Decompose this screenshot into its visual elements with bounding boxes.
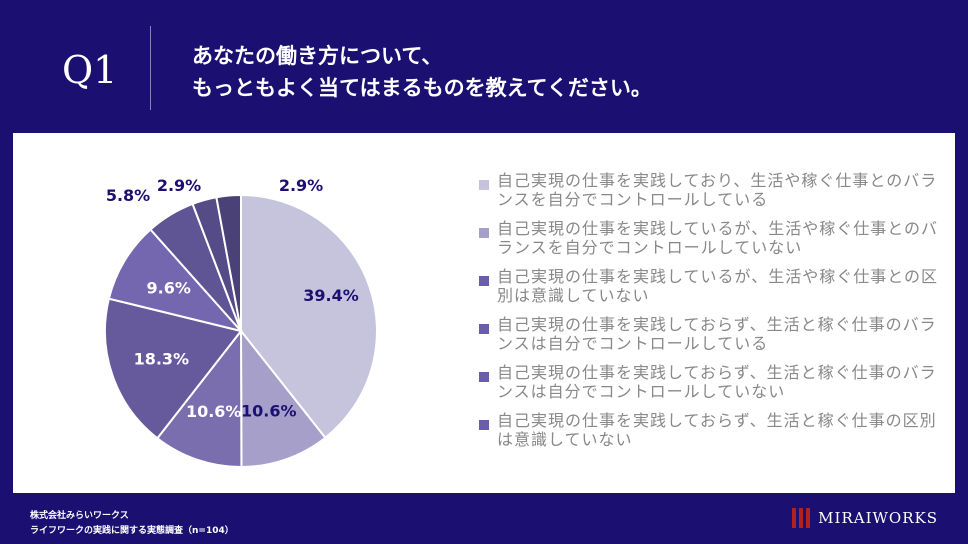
data-label: 5.8% — [106, 186, 150, 205]
chart-panel: 39.4% 10.6% 10.6% 18.3% 9.6% 5.8% 2.9% 2.9% 自己実… — [13, 133, 955, 493]
data-label: 10.6% — [186, 402, 242, 421]
legend-label: 自己実現の仕事を実践しておらず、生活と稼ぐ仕事のバランスは自分でコントロールして… — [497, 315, 937, 353]
legend-swatch — [479, 372, 489, 382]
question-number: Q1 — [62, 48, 118, 92]
logo-text: MIRAIWORKS — [818, 509, 938, 527]
data-label: 10.6% — [241, 402, 297, 421]
legend-swatch — [479, 276, 489, 286]
question-title: あなたの働き方について、 もっともよく当てはまるものを教えてください。 — [192, 40, 652, 104]
logo-mark-icon — [792, 508, 811, 528]
survey-name: ライフワークの実践に関する実態調査（n=104） — [30, 526, 234, 536]
legend-item: 自己実現の仕事を実践しているが、生活や稼ぐ仕事との区別は意識していない — [479, 267, 949, 305]
data-label: 2.9% — [157, 176, 201, 195]
legend-item: 自己実現の仕事を実践しているが、生活や稼ぐ仕事とのバランスを自分でコントロールし… — [479, 219, 949, 257]
legend-swatch — [479, 324, 489, 334]
legend-label: 自己実現の仕事を実践しておらず、生活と稼ぐ仕事のバランスは自分でコントロールして… — [497, 363, 937, 401]
legend-item: 自己実現の仕事を実践しておらず、生活と稼ぐ仕事のバランスは自分でコントロールして… — [479, 363, 949, 401]
pie-slice — [240, 193, 378, 440]
legend-item: 自己実現の仕事を実践しておらず、生活と稼ぐ仕事のバランスは自分でコントロールして… — [479, 315, 949, 353]
divider — [150, 26, 151, 110]
data-label: 9.6% — [147, 279, 191, 298]
legend-item: 自己実現の仕事を実践しており、生活や稼ぐ仕事とのバランスを自分でコントロールして… — [479, 171, 949, 209]
pie-slice — [239, 328, 327, 469]
logo: MIRAIWORKS — [792, 508, 938, 528]
legend-swatch — [479, 228, 489, 238]
legend-label: 自己実現の仕事を実践しており、生活や稼ぐ仕事とのバランスを自分でコントロールして… — [497, 171, 938, 209]
legend-label: 自己実現の仕事を実践しているが、生活や稼ぐ仕事との区別は意識していない — [497, 267, 939, 305]
title-line: あなたの働き方について、 — [192, 44, 443, 68]
pie-chart: 39.4% 10.6%10.6% 18.3% 9.6% 5.8% 2.9% 2.9% — [104, 176, 378, 469]
legend-label: 自己実現の仕事を実践しておらず、生活と稼ぐ仕事の区別は意識していない — [497, 411, 937, 449]
pie-slice — [104, 297, 243, 440]
pie-slice — [107, 228, 244, 333]
legend-swatch — [479, 180, 489, 190]
legend: 自己実現の仕事を実践しており、生活や稼ぐ仕事とのバランスを自分でコントロールして… — [479, 171, 949, 459]
legend-item: 自己実現の仕事を実践しておらず、生活と稼ぐ仕事の区別は意識していない — [479, 411, 949, 449]
title-line: もっともよく当てはまるものを教えてください。 — [192, 76, 652, 100]
legend-swatch — [479, 420, 489, 430]
pie-slice — [215, 193, 242, 332]
company-name: 株式会社みらいワークス — [30, 511, 129, 521]
pie-slice — [155, 328, 243, 468]
data-label: 18.3% — [134, 350, 190, 369]
data-label: 39.4% — [303, 286, 359, 305]
data-label: 2.9% — [279, 176, 323, 195]
legend-label: 自己実現の仕事を実践しているが、生活や稼ぐ仕事とのバランスを自分でコントロールし… — [497, 219, 939, 257]
